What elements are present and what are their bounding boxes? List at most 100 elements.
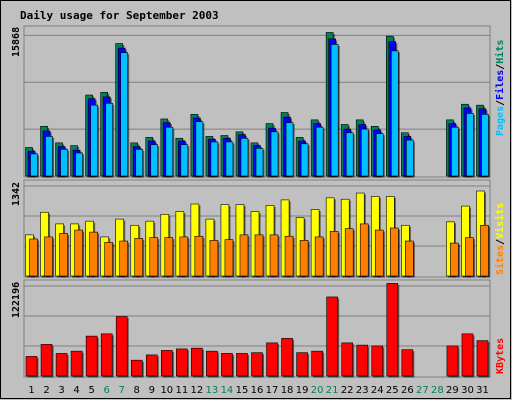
legend-visits: Visits: [494, 203, 506, 239]
bar-kbytes-day-1: [25, 356, 38, 377]
bar-sites-day-18: [284, 235, 294, 277]
legend-files: Files: [494, 70, 506, 100]
bar-kbytes-day-20: [311, 350, 323, 377]
bar-sites-day-2: [44, 236, 53, 277]
x-tick-label-day-7: 7: [119, 385, 125, 396]
x-tick-label-day-25: 25: [386, 385, 399, 396]
bar-kbytes-day-8: [130, 359, 143, 377]
bar-sites-day-1: [29, 238, 38, 277]
x-tick-label-day-31: 31: [476, 385, 489, 396]
legend-sep-2: /: [495, 64, 506, 70]
bar-kbytes-day-14: [221, 353, 233, 377]
bar-sites-day-30: [465, 237, 474, 277]
bar-kbytes-day-4: [70, 350, 83, 377]
bar-sites-day-8: [134, 237, 144, 277]
bar-sites-day-11: [179, 236, 189, 277]
x-tick-label-day-21: 21: [326, 385, 339, 396]
bar-sites-day-12: [194, 235, 204, 277]
bar-kbytes-day-19: [296, 352, 308, 377]
bar-pages-day-31: [481, 114, 489, 177]
legend-kbytes: KBytes: [495, 338, 506, 374]
bar-pages-day-21: [330, 44, 339, 177]
bar-pages-day-16: [255, 148, 264, 177]
bar-kbytes-day-2: [40, 344, 53, 377]
svg-text:Sites/Visits: Sites/Visits: [494, 203, 506, 275]
bar-kbytes-day-9: [145, 354, 158, 377]
x-tick-label-day-12: 12: [191, 385, 204, 396]
panel-top-bars: [25, 32, 490, 178]
panel-bottom-right-label: KBytes: [495, 338, 506, 374]
bar-pages-day-1: [30, 153, 38, 177]
bar-kbytes-day-7: [115, 316, 128, 377]
bar-pages-day-7: [120, 52, 129, 177]
bar-kbytes-day-17: [266, 342, 278, 377]
svg-text:Pages/Files/Hits: Pages/Files/Hits: [494, 40, 506, 136]
bar-pages-day-15: [240, 137, 249, 177]
bar-pages-day-13: [210, 141, 219, 177]
x-tick-label-day-2: 2: [43, 385, 49, 396]
bar-sites-day-7: [119, 240, 129, 277]
bar-kbytes-day-6: [100, 333, 113, 377]
bar-sites-day-24: [374, 229, 384, 277]
x-tick-label-day-22: 22: [341, 385, 354, 396]
bar-kbytes-day-11: [176, 348, 188, 377]
panel-top: 15868 Pages/Files/Hits: [11, 25, 506, 178]
bar-pages-day-25: [390, 50, 399, 177]
bar-pages-day-9: [150, 144, 159, 177]
bar-sites-day-31: [480, 224, 489, 277]
panel-middle: 1342 Sites/Visits: [11, 179, 506, 278]
x-tick-label-day-19: 19: [296, 385, 309, 396]
x-tick-label-day-8: 8: [134, 385, 140, 396]
x-tick-label-day-1: 1: [28, 385, 34, 396]
bar-sites-day-20: [314, 236, 324, 277]
bar-sites-day-21: [329, 231, 339, 277]
legend-sep-3: /: [495, 239, 506, 245]
bar-kbytes-day-26: [401, 349, 414, 377]
bar-sites-day-25: [389, 227, 399, 277]
bar-pages-day-19: [300, 143, 309, 177]
bar-sites-day-10: [164, 237, 174, 277]
bar-sites-day-29: [450, 242, 459, 277]
x-tick-label-day-9: 9: [149, 385, 155, 396]
bar-kbytes-day-13: [206, 350, 218, 377]
bar-pages-day-11: [180, 144, 189, 177]
svg-text:KBytes: KBytes: [495, 338, 506, 374]
panel-top-right-label: Pages/Files/Hits: [494, 40, 506, 136]
x-tick-label-day-11: 11: [175, 385, 188, 396]
bar-sites-day-14: [224, 239, 234, 277]
bar-kbytes-day-21: [326, 296, 338, 377]
bar-pages-day-23: [360, 128, 369, 177]
bar-pages-day-24: [375, 133, 384, 177]
bar-kbytes-day-31: [476, 340, 489, 377]
panel-bottom-bars: [25, 283, 490, 378]
x-tick-label-day-30: 30: [461, 385, 474, 396]
x-tick-label-day-28: 28: [431, 385, 444, 396]
bar-sites-day-9: [149, 237, 159, 277]
x-tick-label-day-5: 5: [88, 385, 94, 396]
bar-pages-day-29: [451, 126, 459, 177]
x-tick-label-day-14: 14: [221, 385, 234, 396]
x-tick-label-day-17: 17: [266, 385, 279, 396]
bar-kbytes-day-5: [85, 335, 98, 377]
bar-pages-day-12: [195, 121, 204, 177]
x-axis-day-labels: 1 2 3 4 5 6 7 8 9 10 11 12 13 14 15 16 17 18 19 20 21 22 23 24 2…: [28, 385, 489, 396]
bar-kbytes-day-3: [55, 353, 68, 377]
x-tick-label-day-16: 16: [251, 385, 264, 396]
x-tick-label-day-15: 15: [236, 385, 249, 396]
bar-kbytes-day-25: [386, 283, 399, 377]
bar-pages-day-3: [60, 149, 68, 177]
panel-bottom-ymax-label: 122196: [11, 282, 22, 318]
bar-sites-day-15: [239, 234, 249, 277]
legend-sites: Sites: [494, 245, 506, 275]
bar-pages-day-8: [135, 149, 144, 177]
legend-pages: Pages: [495, 106, 506, 136]
bar-kbytes-day-16: [251, 352, 263, 377]
panel-middle-bars: [25, 190, 490, 278]
bar-pages-day-6: [105, 103, 113, 177]
bar-kbytes-day-23: [356, 344, 369, 377]
bar-kbytes-day-18: [281, 338, 293, 377]
chart-title: Daily usage for September 2003: [20, 9, 219, 22]
bar-pages-day-26: [406, 139, 414, 177]
